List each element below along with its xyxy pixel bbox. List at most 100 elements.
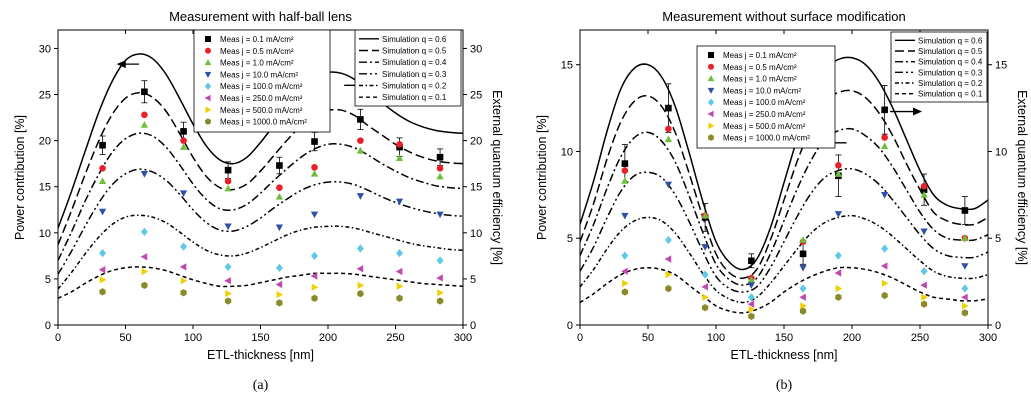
y2-tick-label: 10 [995, 146, 1007, 158]
measurement-series-7 [621, 284, 969, 320]
y-axis-label: Power contribution [%] [13, 115, 27, 240]
legend-marker [707, 75, 715, 82]
data-point [395, 198, 404, 206]
legend-entry: Simulation q = 0.3 [895, 68, 983, 77]
legend-label: Meas j = 1000.0 mA/cm² [220, 118, 307, 127]
legend-entry: Meas j = 1.0 mA/cm² [707, 75, 797, 84]
legend-entry: Simulation q = 0.2 [895, 79, 983, 88]
data-point [311, 164, 318, 171]
y2-axis-label: External quantum efficiency [%] [1015, 90, 1029, 265]
x-tick-label: 250 [386, 332, 404, 344]
data-point [310, 272, 318, 280]
data-point [311, 294, 318, 302]
data-point [702, 293, 709, 301]
y2-tick-label: 0 [995, 320, 1001, 332]
legend-entry: Meas j = 0.5 mA/cm² [708, 63, 797, 72]
legend-marker [205, 36, 211, 42]
data-point [179, 263, 187, 271]
y-tick-label: 5 [45, 274, 51, 286]
data-point [436, 297, 444, 305]
data-point [310, 170, 319, 177]
legend-marker [707, 110, 714, 118]
data-point [357, 137, 364, 144]
data-point [224, 277, 231, 285]
data-point [835, 162, 842, 169]
panel-label: (b) [776, 378, 793, 393]
data-point [747, 300, 755, 308]
x-axis-label: ETL-thickness [nm] [207, 348, 314, 362]
y2-tick-label: 5 [470, 274, 476, 286]
data-point [436, 211, 444, 219]
data-point [179, 143, 188, 150]
data-point [179, 190, 188, 197]
data-point [834, 269, 842, 277]
legend-marker [205, 106, 212, 114]
measurement-series-3 [98, 171, 444, 232]
data-point [920, 281, 927, 289]
legend-marker [204, 94, 211, 102]
legend-label: Simulation q = 0.2 [382, 82, 447, 91]
data-point [140, 171, 149, 178]
data-point [881, 134, 888, 141]
data-point [920, 267, 928, 276]
legend-marker [708, 63, 714, 70]
data-point [98, 208, 107, 216]
legend-entry: Meas j = 100.0 mA/cm² [707, 98, 806, 107]
data-point [180, 277, 188, 285]
legend-label: Meas j = 500.0 mA/cm² [723, 122, 806, 131]
data-point [356, 193, 365, 200]
data-point [800, 302, 807, 310]
legend-marker [708, 52, 714, 58]
data-point [436, 274, 443, 282]
data-point [881, 291, 888, 300]
data-point [834, 251, 842, 260]
data-point [275, 263, 283, 272]
simulation-line-q-0.3 [58, 168, 463, 275]
simulation-line-q-0.1 [580, 266, 988, 314]
x-tick-label: 200 [319, 332, 337, 344]
data-point [920, 182, 928, 190]
data-point [140, 121, 149, 128]
data-point [276, 299, 283, 307]
legend-label: Simulation q = 0.3 [382, 70, 447, 79]
legend-entry: Simulation q = 0.1 [359, 93, 447, 102]
data-point [311, 251, 318, 260]
legend-label: Simulation q = 0.1 [918, 90, 983, 99]
data-point [748, 312, 755, 320]
y2-tick-label: 30 [470, 43, 482, 55]
legend-marker [708, 134, 714, 141]
data-point [835, 284, 843, 293]
legend-entry: Meas j = 1.0 mA/cm² [204, 59, 294, 68]
data-point [436, 256, 444, 265]
data-point [140, 227, 148, 237]
legend-entry: Simulation q = 0.6 [359, 35, 447, 44]
x-tick-label: 100 [184, 332, 202, 344]
legend-label: Simulation q = 0.5 [918, 47, 983, 56]
data-point [621, 267, 628, 275]
data-point [747, 293, 755, 302]
data-point [881, 142, 889, 150]
data-point [225, 290, 232, 298]
x-tick-label: 250 [911, 332, 929, 344]
arrow-left-axis [116, 60, 139, 69]
data-point [748, 305, 756, 314]
simulation-legend: Simulation q = 0.6 Simulation q = 0.5 Simu… [890, 31, 988, 103]
data-point [141, 267, 149, 276]
data-point [436, 172, 444, 180]
data-point [920, 300, 928, 308]
data-point [665, 271, 673, 279]
data-point [357, 281, 365, 289]
x-tick-label: 50 [642, 332, 654, 344]
legend-entry: Simulation q = 0.5 [895, 47, 983, 56]
legend-entry: Meas j = 250.0 mA/cm² [707, 110, 806, 119]
data-point [961, 207, 969, 214]
data-point [99, 248, 107, 258]
legend-entry: Simulation q = 0.5 [359, 47, 447, 56]
data-point [799, 307, 807, 315]
data-point [99, 288, 106, 296]
data-point [920, 186, 928, 193]
y-tick-label: 0 [567, 320, 573, 332]
data-point [621, 177, 629, 184]
y2-tick-label: 5 [995, 233, 1001, 245]
